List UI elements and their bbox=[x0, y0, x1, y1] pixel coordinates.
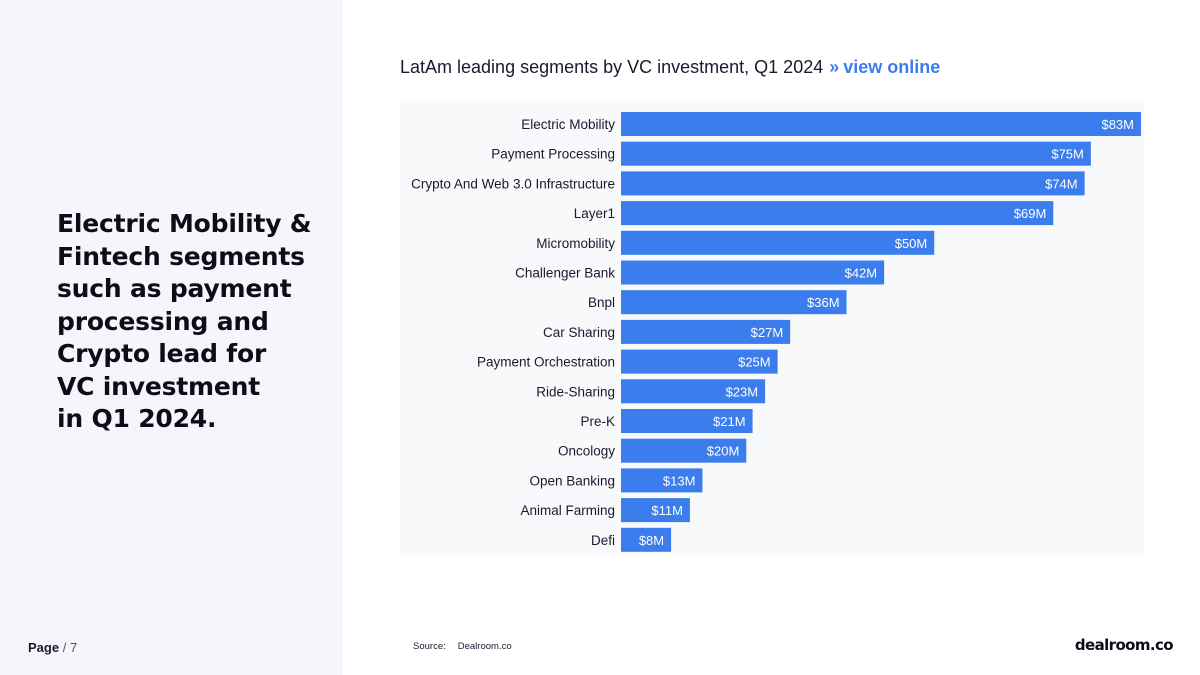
category-label: Car Sharing bbox=[543, 325, 615, 340]
bar bbox=[621, 230, 935, 255]
left-panel bbox=[0, 0, 343, 675]
category-label: Micromobility bbox=[536, 236, 615, 251]
value-label: $13M bbox=[663, 473, 696, 488]
bar bbox=[621, 290, 847, 315]
category-label: Payment Orchestration bbox=[477, 355, 615, 370]
source-label: Source: bbox=[413, 641, 446, 652]
source-value: Dealroom.co bbox=[457, 641, 512, 652]
value-label: $23M bbox=[726, 384, 759, 399]
category-label: Payment Processing bbox=[491, 147, 615, 162]
value-label: $50M bbox=[895, 236, 928, 251]
category-label: Animal Farming bbox=[520, 503, 615, 518]
bar bbox=[621, 201, 1054, 226]
category-label: Defi bbox=[591, 533, 615, 548]
bar bbox=[621, 349, 778, 374]
value-label: $75M bbox=[1051, 147, 1084, 162]
bar bbox=[621, 171, 1085, 196]
bar bbox=[621, 527, 672, 552]
category-label: Layer1 bbox=[574, 206, 615, 221]
value-label: $69M bbox=[1014, 206, 1047, 221]
category-label: Challenger Bank bbox=[515, 266, 615, 281]
bar bbox=[621, 498, 690, 523]
bar bbox=[621, 141, 1091, 166]
category-label: Open Banking bbox=[529, 473, 615, 488]
value-label: $11M bbox=[651, 503, 683, 518]
value-label: $8M bbox=[639, 533, 664, 548]
bar bbox=[621, 438, 747, 463]
bar bbox=[621, 468, 703, 493]
category-label: Electric Mobility bbox=[521, 117, 615, 132]
value-label: $27M bbox=[751, 325, 784, 340]
chart-title: LatAm leading segments by VC investment,… bbox=[400, 57, 940, 78]
page-indicator: Page / 7 bbox=[28, 640, 77, 655]
chevron-icon: » bbox=[829, 57, 840, 77]
page-number: 7 bbox=[69, 640, 78, 655]
category-label: Oncology bbox=[558, 444, 615, 459]
bar bbox=[621, 409, 753, 433]
bar bbox=[621, 319, 791, 344]
page-label: Page bbox=[28, 640, 60, 655]
value-label: $83M bbox=[1101, 117, 1134, 132]
value-label: $25M bbox=[738, 355, 771, 370]
value-label: $21M bbox=[713, 414, 746, 429]
value-label: $36M bbox=[807, 295, 840, 310]
view-online-link[interactable]: view online bbox=[843, 57, 941, 77]
bar bbox=[621, 379, 766, 404]
chart-title-text: LatAm leading segments by VC investment,… bbox=[400, 57, 824, 77]
category-label: Ride-Sharing bbox=[536, 384, 615, 399]
headline: Electric Mobility & Fintech segments suc… bbox=[57, 209, 312, 433]
value-label: $42M bbox=[845, 266, 878, 281]
category-label: Bnpl bbox=[588, 295, 615, 310]
value-label: $74M bbox=[1045, 176, 1078, 191]
page-separator: / bbox=[62, 640, 67, 655]
bar bbox=[621, 112, 1141, 136]
category-label: Pre-K bbox=[580, 414, 615, 429]
bar bbox=[621, 260, 885, 285]
source-note: Source: Dealroom.co bbox=[413, 641, 512, 652]
bar-chart: Electric Mobility $83M Payment Processing $… bbox=[411, 112, 1141, 552]
value-label: $20M bbox=[707, 444, 740, 459]
category-label: Crypto And Web 3.0 Infrastructure bbox=[411, 176, 615, 191]
dealroom-logo: dealroom.co bbox=[1074, 636, 1174, 654]
